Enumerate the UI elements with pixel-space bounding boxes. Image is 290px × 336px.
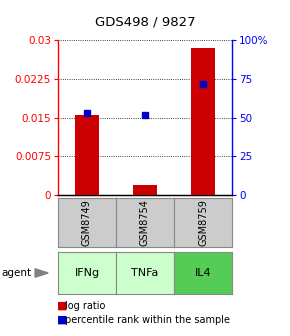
Bar [75, 115, 99, 195]
Text: ■: ■ [57, 315, 67, 325]
Text: percentile rank within the sample: percentile rank within the sample [65, 315, 230, 325]
Text: TNFa: TNFa [131, 268, 159, 278]
Text: GSM8754: GSM8754 [140, 199, 150, 246]
Text: IL4: IL4 [195, 268, 211, 278]
Text: log ratio: log ratio [65, 301, 106, 311]
Text: agent: agent [1, 268, 32, 278]
Bar [133, 184, 157, 195]
Text: GSM8759: GSM8759 [198, 199, 208, 246]
Text: GDS498 / 9827: GDS498 / 9827 [95, 15, 195, 28]
Polygon shape [35, 269, 48, 277]
Text: IFNg: IFNg [75, 268, 99, 278]
Text: GSM8749: GSM8749 [82, 199, 92, 246]
Bar [191, 48, 215, 195]
Text: ■: ■ [57, 301, 67, 311]
